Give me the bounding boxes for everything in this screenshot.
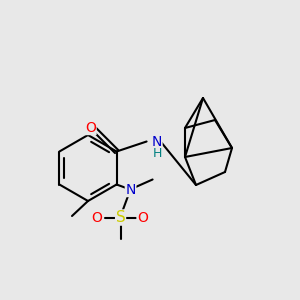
Text: S: S bbox=[116, 210, 125, 225]
Text: N: N bbox=[152, 134, 162, 148]
Text: O: O bbox=[91, 211, 102, 224]
Text: O: O bbox=[137, 211, 148, 224]
Text: N: N bbox=[125, 182, 136, 197]
Text: O: O bbox=[85, 121, 96, 134]
Text: H: H bbox=[153, 147, 162, 160]
